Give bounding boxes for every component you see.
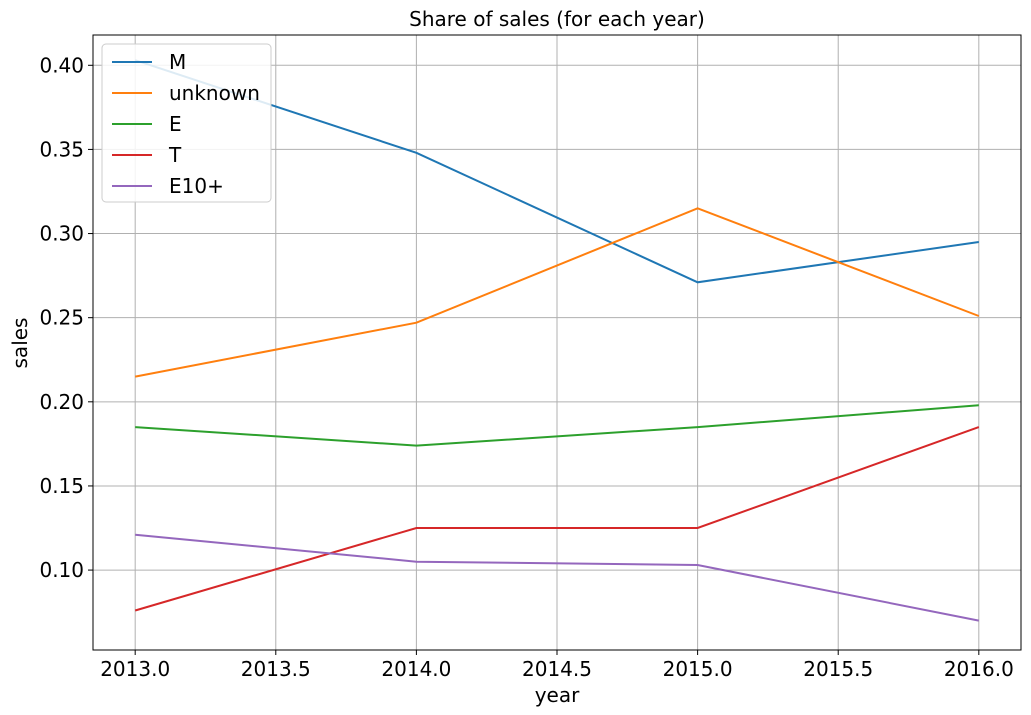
- legend-box: [101, 43, 272, 203]
- y-tick-label: 0.15: [39, 474, 84, 498]
- x-tick-label: 2013.0: [100, 657, 170, 681]
- legend-label: T: [168, 143, 182, 167]
- y-tick-label: 0.10: [39, 558, 84, 582]
- x-tick-label: 2016.0: [944, 657, 1014, 681]
- x-tick-label: 2014.5: [522, 657, 592, 681]
- series-line-t: [134, 426, 980, 612]
- x-tick-label: 2013.5: [241, 657, 311, 681]
- x-axis-ticks: 2013.0 2013.5 2014.0 2014.5 2015.0 2015.5 2016…: [100, 650, 1014, 681]
- y-tick-label: 0.25: [39, 306, 84, 330]
- legend-label: unknown: [169, 81, 260, 105]
- y-tick-label: 0.20: [39, 390, 84, 414]
- legend-label: E: [169, 112, 182, 136]
- x-tick-label: 2014.0: [381, 657, 451, 681]
- series-line-e10: [135, 533, 979, 622]
- legend-label: M: [169, 50, 186, 74]
- x-axis-label: year: [535, 683, 580, 707]
- y-tick-label: 0.30: [39, 222, 84, 246]
- series-lines: [134, 59, 980, 622]
- series-line-unknown: [135, 207, 980, 378]
- grid-lines: [93, 35, 1021, 650]
- x-tick-label: 2015.0: [663, 657, 733, 681]
- chart-title: Share of sales (for each year): [409, 7, 705, 31]
- y-axis-label: sales: [8, 318, 32, 369]
- legend-label: E10+: [169, 174, 224, 198]
- y-tick-label: 0.35: [39, 137, 84, 161]
- x-tick-label: 2015.5: [803, 657, 873, 681]
- series-line-e: [135, 404, 979, 447]
- y-tick-label: 0.40: [39, 53, 84, 77]
- y-axis-ticks: 0.10 0.15 0.20 0.25 0.30 0.35 0.40: [39, 53, 93, 582]
